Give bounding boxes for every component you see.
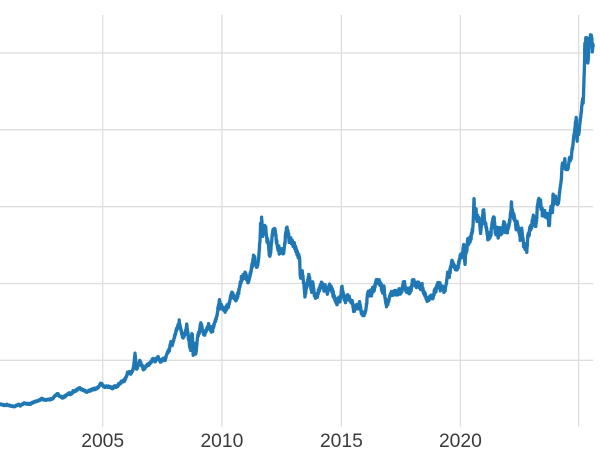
- svg-text:2010: 2010: [200, 431, 243, 450]
- svg-text:2015: 2015: [320, 431, 363, 450]
- svg-text:2005: 2005: [81, 431, 124, 450]
- svg-text:2020: 2020: [439, 431, 482, 450]
